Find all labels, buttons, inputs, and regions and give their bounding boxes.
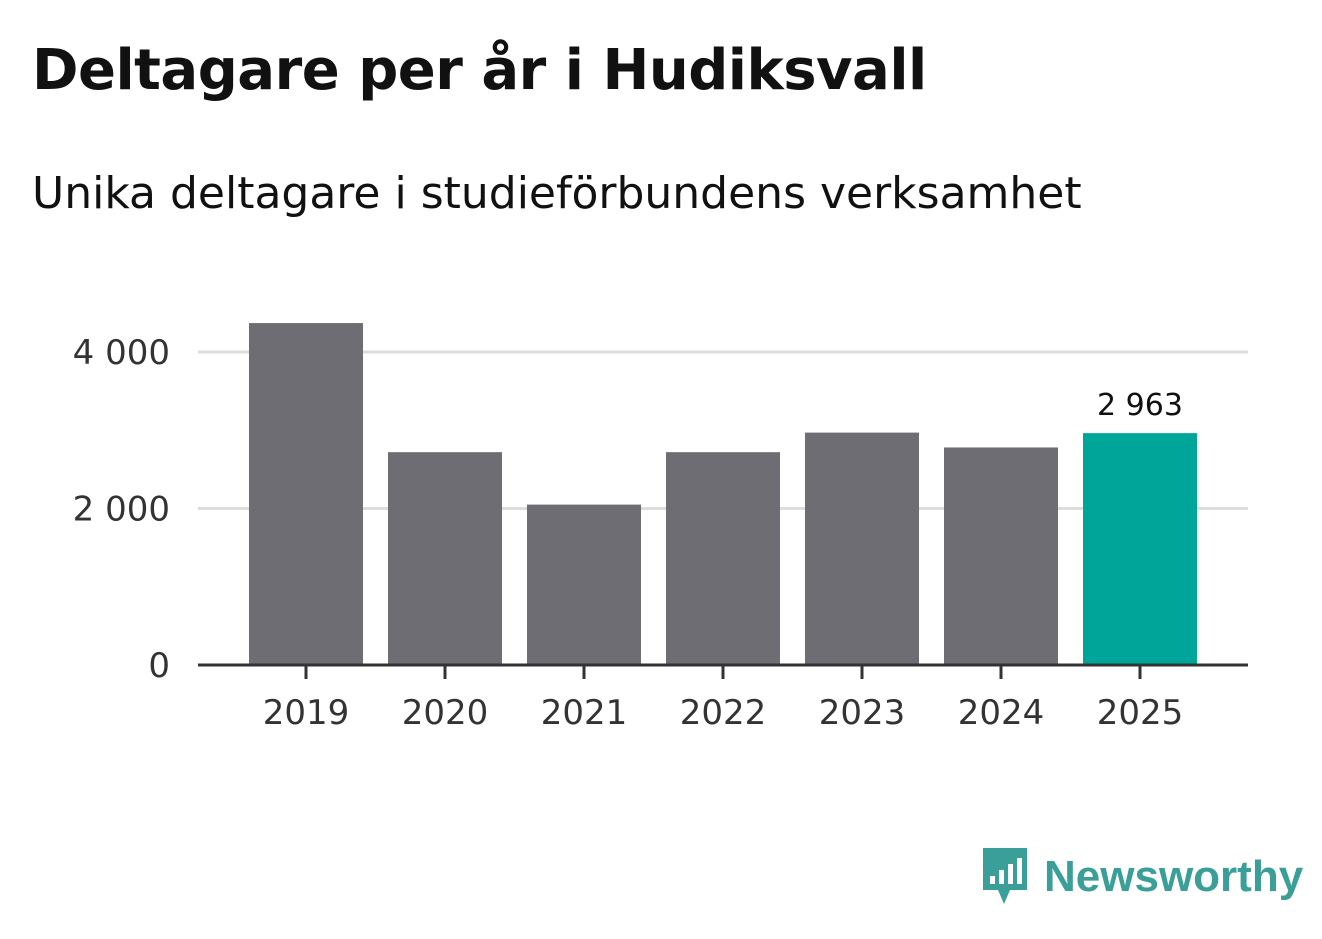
bar	[666, 452, 780, 665]
brand-name: Newsworthy	[1044, 852, 1304, 901]
y-tick-label: 2 000	[73, 490, 170, 530]
x-tick-label: 2022	[680, 693, 767, 733]
y-tick-label: 4 000	[73, 333, 170, 373]
data-label: 2 963	[1097, 388, 1183, 423]
x-tick-label: 2024	[958, 693, 1045, 733]
bar	[805, 432, 919, 665]
bar	[944, 447, 1058, 665]
chart-subtitle: Unika deltagare i studieförbundens verks…	[32, 168, 1082, 219]
newsworthy-logo-icon	[983, 848, 1027, 904]
brand-logo: Newsworthy	[980, 846, 1303, 908]
x-tick-label: 2025	[1097, 693, 1184, 733]
bar	[1083, 433, 1197, 665]
x-tick-label: 2019	[263, 693, 350, 733]
bar	[388, 452, 502, 665]
x-tick-label: 2023	[819, 693, 906, 733]
x-tick-label: 2021	[541, 693, 628, 733]
y-tick-label: 0	[148, 646, 170, 686]
bar	[527, 504, 641, 665]
chart-title: Deltagare per år i Hudiksvall	[32, 38, 927, 103]
bar	[249, 323, 363, 665]
x-tick-label: 2020	[402, 693, 489, 733]
